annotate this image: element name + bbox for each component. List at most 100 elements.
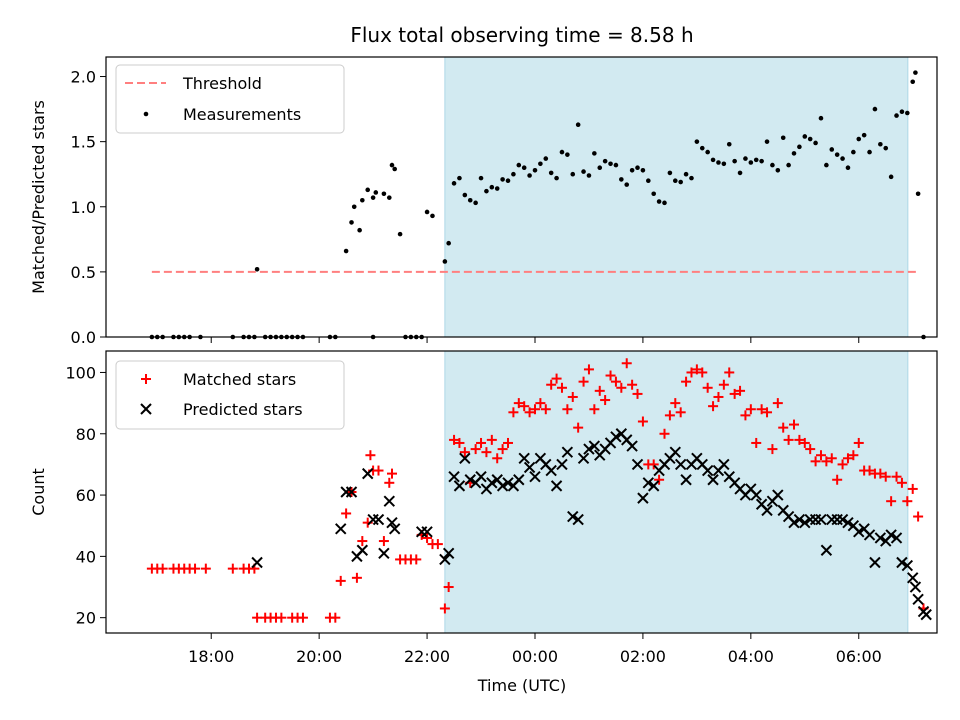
matched-star-point — [449, 434, 460, 445]
marker-stroke — [793, 513, 806, 526]
y-axis-label: Matched/Predicted stars — [29, 100, 48, 294]
measurement-point — [424, 209, 430, 215]
x-tick-label: 04:00 — [728, 647, 774, 666]
matched-star-point — [815, 450, 826, 461]
matched-star-point — [799, 437, 810, 448]
measurement-point — [678, 179, 683, 185]
measurement-point — [710, 157, 716, 163]
predicted-star-point — [588, 440, 601, 452]
matched-star-point — [535, 398, 546, 409]
marker-stroke — [772, 489, 784, 501]
marker-stroke — [491, 474, 503, 486]
measurement-point — [613, 162, 619, 168]
marker-stroke — [464, 474, 476, 486]
matched-star-point — [508, 407, 519, 418]
matched-star-point — [276, 612, 287, 623]
matched-star-point — [556, 382, 567, 393]
y-tick-label: 60 — [76, 486, 96, 505]
marker-stroke — [534, 452, 547, 464]
marker-stroke — [745, 483, 757, 495]
predicted-star-point — [251, 556, 263, 569]
series-0 — [146, 358, 929, 623]
measurement-point — [732, 158, 737, 164]
measurement-point — [532, 168, 538, 173]
predicted-star-point — [556, 458, 568, 471]
marker-stroke — [588, 440, 601, 452]
matched-star-point — [605, 370, 616, 381]
predicted-star-point — [572, 513, 584, 526]
measurement-point — [511, 171, 516, 177]
legend-label: Matched stars — [183, 370, 296, 389]
measurement-point — [861, 132, 867, 138]
marker-stroke — [777, 504, 789, 517]
predicted-star-point — [669, 446, 681, 458]
matched-star-point — [891, 471, 902, 482]
marker-stroke — [669, 446, 681, 458]
marker-stroke — [140, 403, 152, 415]
matched-star-point — [670, 398, 681, 409]
matched-star-point — [864, 465, 875, 476]
marker-stroke — [610, 431, 622, 443]
matched-star-point — [610, 376, 621, 387]
matched-star-point — [432, 539, 443, 550]
matched-star-point — [365, 450, 376, 461]
measurement-point — [867, 149, 872, 155]
measurement-point — [554, 175, 559, 181]
predicted-star-point — [453, 480, 466, 492]
matched-star-point — [789, 419, 800, 430]
measurement-point — [667, 170, 673, 176]
predicted-star-point — [496, 480, 509, 492]
marker-stroke — [486, 477, 498, 489]
measurement-point — [840, 156, 845, 161]
predicted-star-point — [642, 477, 655, 489]
matched-star-point — [805, 444, 816, 455]
matched-star-point — [373, 465, 384, 476]
predicted-star-point — [567, 510, 579, 523]
measurement-point — [748, 160, 754, 165]
measurement-point — [629, 168, 635, 173]
matched-star-point — [439, 603, 450, 614]
measurement-point — [878, 141, 883, 147]
x-axis-label: Time (UTC) — [477, 676, 566, 695]
measurement-point — [457, 175, 462, 181]
measurement-point — [770, 162, 775, 168]
measurement-point — [894, 113, 899, 118]
predicted-star-point — [626, 440, 638, 452]
measurement-point — [802, 134, 808, 139]
matched-star-point — [708, 401, 719, 412]
measurement-point — [807, 136, 813, 142]
predicted-star-point — [920, 608, 932, 621]
matched-star-point — [497, 444, 508, 455]
marker-stroke — [372, 513, 385, 526]
matched-star-point — [411, 554, 422, 565]
matched-star-point — [632, 388, 643, 399]
marker-stroke — [701, 464, 714, 477]
predicted-star-point — [475, 470, 487, 483]
measurement-point — [543, 156, 549, 161]
predicted-star-point — [345, 486, 358, 498]
y-tick-label: 0.5 — [71, 263, 96, 282]
measurement-point — [786, 162, 791, 168]
marker-stroke — [820, 544, 833, 556]
predicted-star-point — [583, 443, 595, 455]
predicted-star-point — [909, 581, 922, 593]
matched-star-point — [594, 385, 605, 396]
marker-stroke — [890, 532, 903, 544]
predicted-star-point — [448, 470, 460, 483]
marker-stroke — [637, 492, 649, 504]
matched-star-point — [351, 572, 362, 583]
legend-label: Predicted stars — [183, 400, 303, 419]
measurement-point — [521, 165, 527, 170]
x-tick-label: 00:00 — [512, 647, 558, 666]
measurement-point — [484, 188, 489, 194]
marker-stroke — [513, 474, 525, 486]
matched-star-point — [529, 404, 540, 415]
marker-stroke — [755, 498, 768, 510]
measurement-point — [586, 173, 592, 178]
predicted-star-point — [459, 452, 471, 464]
measurement-point — [467, 197, 473, 203]
y-tick-label: 0.0 — [71, 328, 96, 347]
matched-star-point — [853, 437, 864, 448]
matched-star-point — [772, 398, 783, 409]
